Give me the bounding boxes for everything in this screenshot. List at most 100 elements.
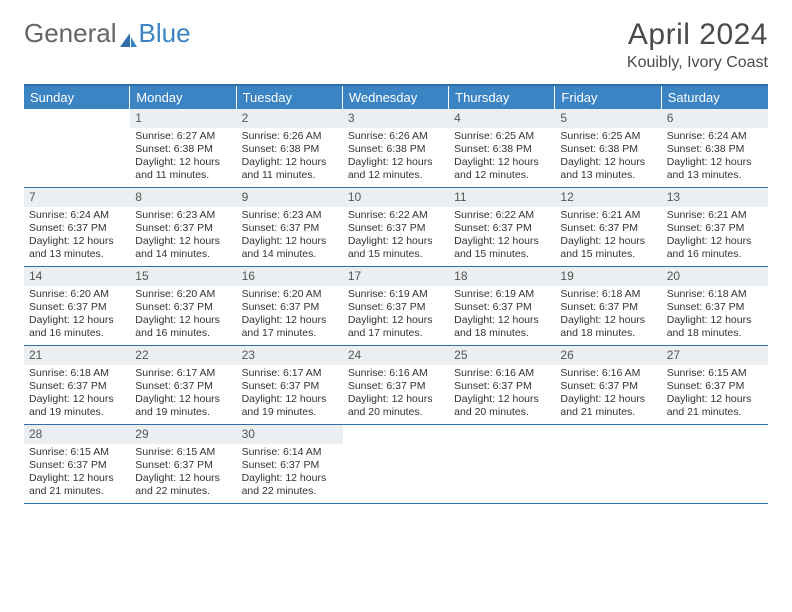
calendar-cell: 30Sunrise: 6:14 AMSunset: 6:37 PMDayligh… [237, 425, 343, 503]
calendar-cell [555, 425, 661, 503]
daylight-text: Daylight: 12 hours [29, 314, 125, 327]
daylight-text: and 18 minutes. [667, 327, 763, 340]
week-row: 14Sunrise: 6:20 AMSunset: 6:37 PMDayligh… [24, 267, 768, 346]
day-number: 2 [237, 109, 343, 128]
sunset-text: Sunset: 6:37 PM [29, 301, 125, 314]
cell-body: Sunrise: 6:21 AMSunset: 6:37 PMDaylight:… [662, 207, 768, 266]
day-number [555, 425, 661, 444]
daylight-text: Daylight: 12 hours [560, 393, 656, 406]
location: Kouibly, Ivory Coast [627, 54, 768, 72]
sunrise-text: Sunrise: 6:26 AM [242, 130, 338, 143]
calendar-cell: 26Sunrise: 6:16 AMSunset: 6:37 PMDayligh… [555, 346, 661, 424]
sunrise-text: Sunrise: 6:20 AM [29, 288, 125, 301]
header: General Blue April 2024 Kouibly, Ivory C… [0, 0, 792, 78]
cell-body: Sunrise: 6:27 AMSunset: 6:38 PMDaylight:… [130, 128, 236, 187]
sunset-text: Sunset: 6:37 PM [242, 222, 338, 235]
cell-body: Sunrise: 6:18 AMSunset: 6:37 PMDaylight:… [555, 286, 661, 345]
week-row: 28Sunrise: 6:15 AMSunset: 6:37 PMDayligh… [24, 425, 768, 504]
sunset-text: Sunset: 6:37 PM [242, 459, 338, 472]
day-number: 25 [449, 346, 555, 365]
daylight-text: Daylight: 12 hours [135, 235, 231, 248]
calendar-cell: 12Sunrise: 6:21 AMSunset: 6:37 PMDayligh… [555, 188, 661, 266]
cell-body: Sunrise: 6:17 AMSunset: 6:37 PMDaylight:… [130, 365, 236, 424]
cell-body: Sunrise: 6:26 AMSunset: 6:38 PMDaylight:… [343, 128, 449, 187]
daylight-text: Daylight: 12 hours [348, 314, 444, 327]
calendar-cell [662, 425, 768, 503]
sunset-text: Sunset: 6:37 PM [242, 301, 338, 314]
cell-body: Sunrise: 6:25 AMSunset: 6:38 PMDaylight:… [555, 128, 661, 187]
day-number: 6 [662, 109, 768, 128]
calendar-cell: 5Sunrise: 6:25 AMSunset: 6:38 PMDaylight… [555, 109, 661, 187]
sunrise-text: Sunrise: 6:23 AM [135, 209, 231, 222]
logo-text-general: General [24, 18, 117, 49]
daylight-text: Daylight: 12 hours [454, 156, 550, 169]
cell-body: Sunrise: 6:20 AMSunset: 6:37 PMDaylight:… [130, 286, 236, 345]
daylight-text: Daylight: 12 hours [242, 235, 338, 248]
daylight-text: and 13 minutes. [560, 169, 656, 182]
daylight-text: Daylight: 12 hours [242, 314, 338, 327]
cell-body: Sunrise: 6:25 AMSunset: 6:38 PMDaylight:… [449, 128, 555, 187]
cell-body: Sunrise: 6:24 AMSunset: 6:37 PMDaylight:… [24, 207, 130, 266]
sunset-text: Sunset: 6:37 PM [348, 380, 444, 393]
sunset-text: Sunset: 6:37 PM [560, 301, 656, 314]
sunset-text: Sunset: 6:37 PM [454, 222, 550, 235]
cell-body: Sunrise: 6:23 AMSunset: 6:37 PMDaylight:… [130, 207, 236, 266]
calendar-cell: 10Sunrise: 6:22 AMSunset: 6:37 PMDayligh… [343, 188, 449, 266]
daylight-text: and 18 minutes. [454, 327, 550, 340]
calendar-cell: 19Sunrise: 6:18 AMSunset: 6:37 PMDayligh… [555, 267, 661, 345]
logo: General Blue [24, 18, 191, 49]
cell-body: Sunrise: 6:22 AMSunset: 6:37 PMDaylight:… [449, 207, 555, 266]
day-number: 3 [343, 109, 449, 128]
daylight-text: and 19 minutes. [29, 406, 125, 419]
week-row: 21Sunrise: 6:18 AMSunset: 6:37 PMDayligh… [24, 346, 768, 425]
cell-body: Sunrise: 6:15 AMSunset: 6:37 PMDaylight:… [662, 365, 768, 424]
sunrise-text: Sunrise: 6:18 AM [560, 288, 656, 301]
cell-body: Sunrise: 6:14 AMSunset: 6:37 PMDaylight:… [237, 444, 343, 503]
sunrise-text: Sunrise: 6:19 AM [348, 288, 444, 301]
day-number: 13 [662, 188, 768, 207]
calendar-cell: 24Sunrise: 6:16 AMSunset: 6:37 PMDayligh… [343, 346, 449, 424]
sunrise-text: Sunrise: 6:16 AM [560, 367, 656, 380]
daylight-text: Daylight: 12 hours [242, 393, 338, 406]
daylight-text: and 20 minutes. [348, 406, 444, 419]
daylight-text: and 16 minutes. [29, 327, 125, 340]
week-row: 7Sunrise: 6:24 AMSunset: 6:37 PMDaylight… [24, 188, 768, 267]
day-number: 27 [662, 346, 768, 365]
daylight-text: and 11 minutes. [242, 169, 338, 182]
sunset-text: Sunset: 6:37 PM [667, 222, 763, 235]
sunrise-text: Sunrise: 6:18 AM [667, 288, 763, 301]
day-number: 21 [24, 346, 130, 365]
daylight-text: Daylight: 12 hours [454, 235, 550, 248]
sunset-text: Sunset: 6:37 PM [454, 380, 550, 393]
daylight-text: Daylight: 12 hours [454, 314, 550, 327]
daylight-text: Daylight: 12 hours [135, 393, 231, 406]
day-number: 14 [24, 267, 130, 286]
logo-sail-icon [118, 25, 138, 43]
daylight-text: Daylight: 12 hours [348, 156, 444, 169]
day-number: 16 [237, 267, 343, 286]
sunset-text: Sunset: 6:37 PM [348, 222, 444, 235]
cell-body: Sunrise: 6:21 AMSunset: 6:37 PMDaylight:… [555, 207, 661, 266]
day-number: 9 [237, 188, 343, 207]
sunrise-text: Sunrise: 6:17 AM [135, 367, 231, 380]
day-number: 28 [24, 425, 130, 444]
sunset-text: Sunset: 6:37 PM [560, 222, 656, 235]
daylight-text: Daylight: 12 hours [29, 393, 125, 406]
daylight-text: Daylight: 12 hours [135, 156, 231, 169]
calendar-cell: 27Sunrise: 6:15 AMSunset: 6:37 PMDayligh… [662, 346, 768, 424]
sunset-text: Sunset: 6:38 PM [454, 143, 550, 156]
cell-body: Sunrise: 6:17 AMSunset: 6:37 PMDaylight:… [237, 365, 343, 424]
day-number: 5 [555, 109, 661, 128]
calendar-cell: 20Sunrise: 6:18 AMSunset: 6:37 PMDayligh… [662, 267, 768, 345]
title-block: April 2024 Kouibly, Ivory Coast [627, 18, 768, 72]
day-number: 1 [130, 109, 236, 128]
day-number: 22 [130, 346, 236, 365]
day-number: 15 [130, 267, 236, 286]
day-number: 18 [449, 267, 555, 286]
daylight-text: and 12 minutes. [348, 169, 444, 182]
day-number: 12 [555, 188, 661, 207]
sunrise-text: Sunrise: 6:24 AM [29, 209, 125, 222]
daylight-text: and 22 minutes. [242, 485, 338, 498]
sunset-text: Sunset: 6:37 PM [667, 380, 763, 393]
cell-body: Sunrise: 6:20 AMSunset: 6:37 PMDaylight:… [24, 286, 130, 345]
